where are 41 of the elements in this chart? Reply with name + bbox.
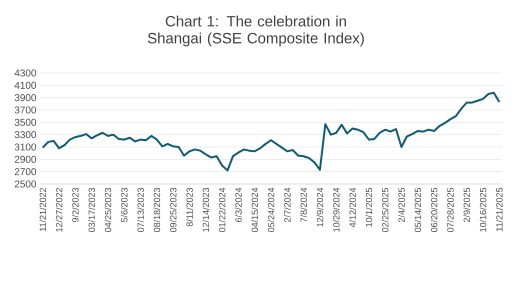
- x-tick-label: 07/13/2023: [137, 188, 144, 232]
- x-tick-label: 01/22/2024: [218, 188, 226, 232]
- y-tick-label: 3100: [14, 143, 36, 151]
- x-tick-label: 12/14/2023: [202, 188, 210, 232]
- x-tick-label: 04/25/2023: [104, 188, 112, 232]
- x-tick-label: 4/12/2024: [349, 188, 356, 228]
- x-tick-label: 2/7/2024: [284, 188, 291, 222]
- x-tick-label: 05/24/2024: [268, 188, 274, 232]
- x-tick-label: 7/8/2024: [300, 188, 307, 222]
- x-tick-label: 03/17/2023: [88, 188, 95, 232]
- y-tick-label: 3300: [14, 131, 36, 138]
- x-tick-label: 5/6/2023: [120, 188, 128, 222]
- x-tick-label: 2/9/2025: [463, 188, 470, 222]
- x-tick-label: 10/29/2024: [332, 188, 340, 232]
- x-tick-label: 11/21/2025: [496, 188, 503, 232]
- x-tick-label: 12/27/2022: [56, 188, 62, 232]
- y-tick-label: 2500: [14, 180, 36, 188]
- y-tick-label: 4100: [14, 82, 36, 89]
- x-tick-label: 02/25/2025: [382, 188, 388, 232]
- y-tick-label: 4300: [14, 69, 36, 77]
- x-tick-label: 09/25/2023: [170, 188, 176, 232]
- x-tick-label: 06/20/2025: [430, 188, 438, 232]
- x-tick-label: 05/14/2025: [414, 188, 422, 232]
- x-tick-label: 2/4/2025: [398, 188, 405, 222]
- x-tick-label: 6/3/2024: [235, 188, 242, 222]
- x-tick-label: 04/15/2024: [251, 188, 258, 232]
- line-series: [42, 92, 500, 172]
- x-tick-label: 08/18/2023: [154, 188, 160, 232]
- y-tick-label: 3900: [14, 94, 36, 102]
- x-tick-label: 10/16/2025: [480, 188, 486, 232]
- x-tick-label: 07/28/2025: [447, 188, 454, 232]
- y-tick-label: 2700: [14, 168, 36, 176]
- x-tick-label: 8/11/2023: [186, 188, 193, 226]
- y-tick-label: 3700: [14, 106, 36, 114]
- chart-title: Chart 1: The celebration in Shangai (SSE Composite Index): [148, 16, 364, 46]
- x-tick-label: 11/21/2022: [39, 188, 46, 232]
- y-tick-label: 3500: [14, 118, 36, 126]
- y-tick-label: 2900: [14, 156, 36, 163]
- x-tick-label: 12/9/2024: [316, 188, 324, 227]
- x-tick-label: 10/1/2025: [366, 188, 372, 227]
- x-tick-label: 9/2/2023: [72, 188, 79, 222]
